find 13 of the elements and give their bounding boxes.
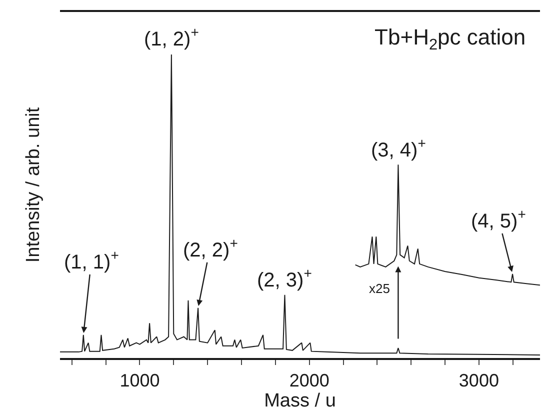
chart-title: Tb+H$_{2}$pc cation xyxy=(374,24,526,54)
annotation: (1, 1)$^{+}$ xyxy=(64,247,119,274)
annotation: x25 xyxy=(369,281,390,296)
x-axis-title: Mass / u xyxy=(264,390,336,412)
annotation: (2, 2)$^{+}$ xyxy=(183,235,238,262)
annotation: (2, 3)$^{+}$ xyxy=(257,265,312,292)
y-axis-title: Intensity / arb. unit xyxy=(22,106,44,263)
x-tick-label: 2000 xyxy=(289,370,330,390)
annotation: (3, 4)$^{+}$ xyxy=(371,135,426,162)
x-tick-label: 3000 xyxy=(458,370,499,390)
annotation: (4, 5)$^{+}$ xyxy=(471,206,526,232)
x-tick-label: 1000 xyxy=(120,370,160,390)
annotation: (1, 2)$^{+}$ xyxy=(144,24,199,50)
